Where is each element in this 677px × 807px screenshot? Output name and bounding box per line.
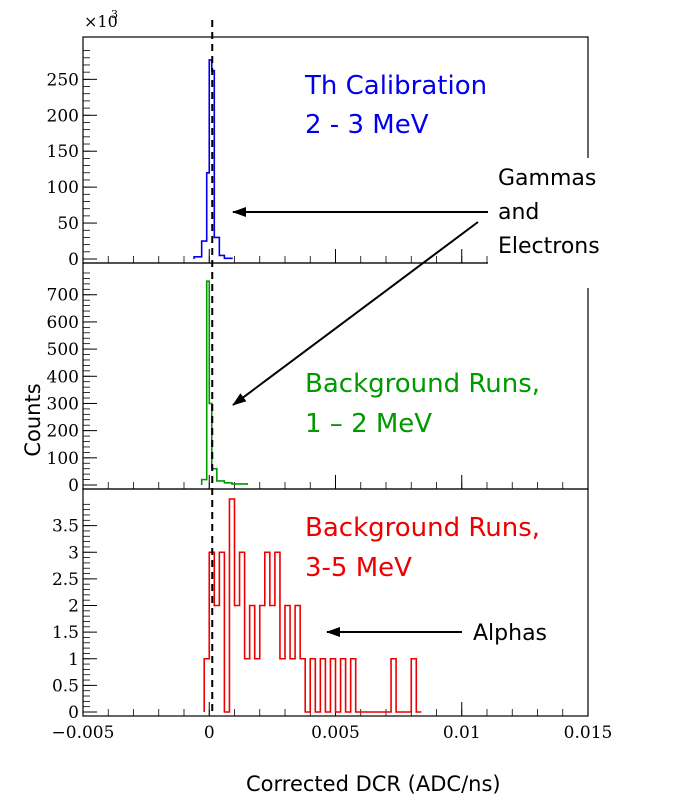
x-tick-label: −0.005 — [52, 723, 115, 743]
y-tick-label: 50 — [57, 214, 79, 234]
y-tick-label: 150 — [47, 142, 79, 162]
y-tick-label: 1.5 — [52, 623, 79, 643]
y-tick-label: 2.5 — [52, 570, 79, 590]
annotation-and: and — [498, 200, 539, 225]
annotation-alphas: Alphas — [473, 621, 547, 646]
histogram-th-calibration — [193, 59, 233, 260]
panel-title-bg35-line1: Background Runs, — [305, 513, 540, 543]
x-tick-label: 0.01 — [443, 723, 481, 743]
y-tick-label: 300 — [47, 394, 79, 414]
annotation-gammas: Gammas — [498, 166, 596, 191]
y-tick-label: 3 — [68, 543, 79, 563]
y-tick-label: 100 — [47, 449, 79, 469]
y-tick-label: 0 — [68, 250, 79, 270]
histogram-background-3-5mev — [203, 498, 422, 713]
histogram-background-1-2mev — [200, 280, 248, 485]
y-tick-label: 500 — [47, 340, 79, 360]
y-multiplier-exponent: 3 — [111, 8, 118, 21]
y-tick-label: 400 — [47, 367, 79, 387]
y-tick-label: 100 — [47, 178, 79, 198]
y-tick-label: 0 — [68, 703, 79, 723]
panel-title-th-line2: 2 - 3 MeV — [305, 110, 429, 140]
y-tick-label: 1 — [68, 650, 79, 670]
y-tick-label: 600 — [47, 313, 79, 333]
y-tick-label: 0 — [68, 476, 79, 496]
x-tick-label: 0.015 — [564, 723, 613, 743]
x-tick-label: 0.005 — [311, 723, 360, 743]
panel-title-bg35-line2: 3-5 MeV — [305, 553, 412, 583]
gammas-label-background — [488, 158, 628, 288]
annotation-electrons: Electrons — [498, 234, 600, 259]
panel-title-th-line1: Th Calibration — [304, 71, 487, 101]
y-multiplier-label: ×10 — [84, 12, 118, 31]
x-axis-title: Corrected DCR (ADC/ns) — [246, 772, 501, 796]
panel-title-bg12-line2: 1 – 2 MeV — [305, 409, 432, 439]
arrow-gammas-middle — [232, 221, 479, 406]
y-tick-label: 3.5 — [52, 517, 79, 537]
panel-title-bg12-line1: Background Runs, — [305, 369, 540, 399]
y-tick-label: 200 — [47, 106, 79, 126]
y-tick-label: 700 — [47, 286, 79, 306]
y-tick-label: 0.5 — [52, 676, 79, 696]
y-tick-label: 250 — [47, 70, 79, 90]
y-tick-label: 2 — [68, 597, 79, 617]
x-tick-label: 0 — [204, 723, 215, 743]
panels-group: 0 50 100 150 200 250 0 100 200 300 400 500 600 700 0 0.… — [47, 36, 613, 743]
y-tick-label: 200 — [47, 422, 79, 442]
y-axis-title: Counts — [21, 383, 45, 456]
